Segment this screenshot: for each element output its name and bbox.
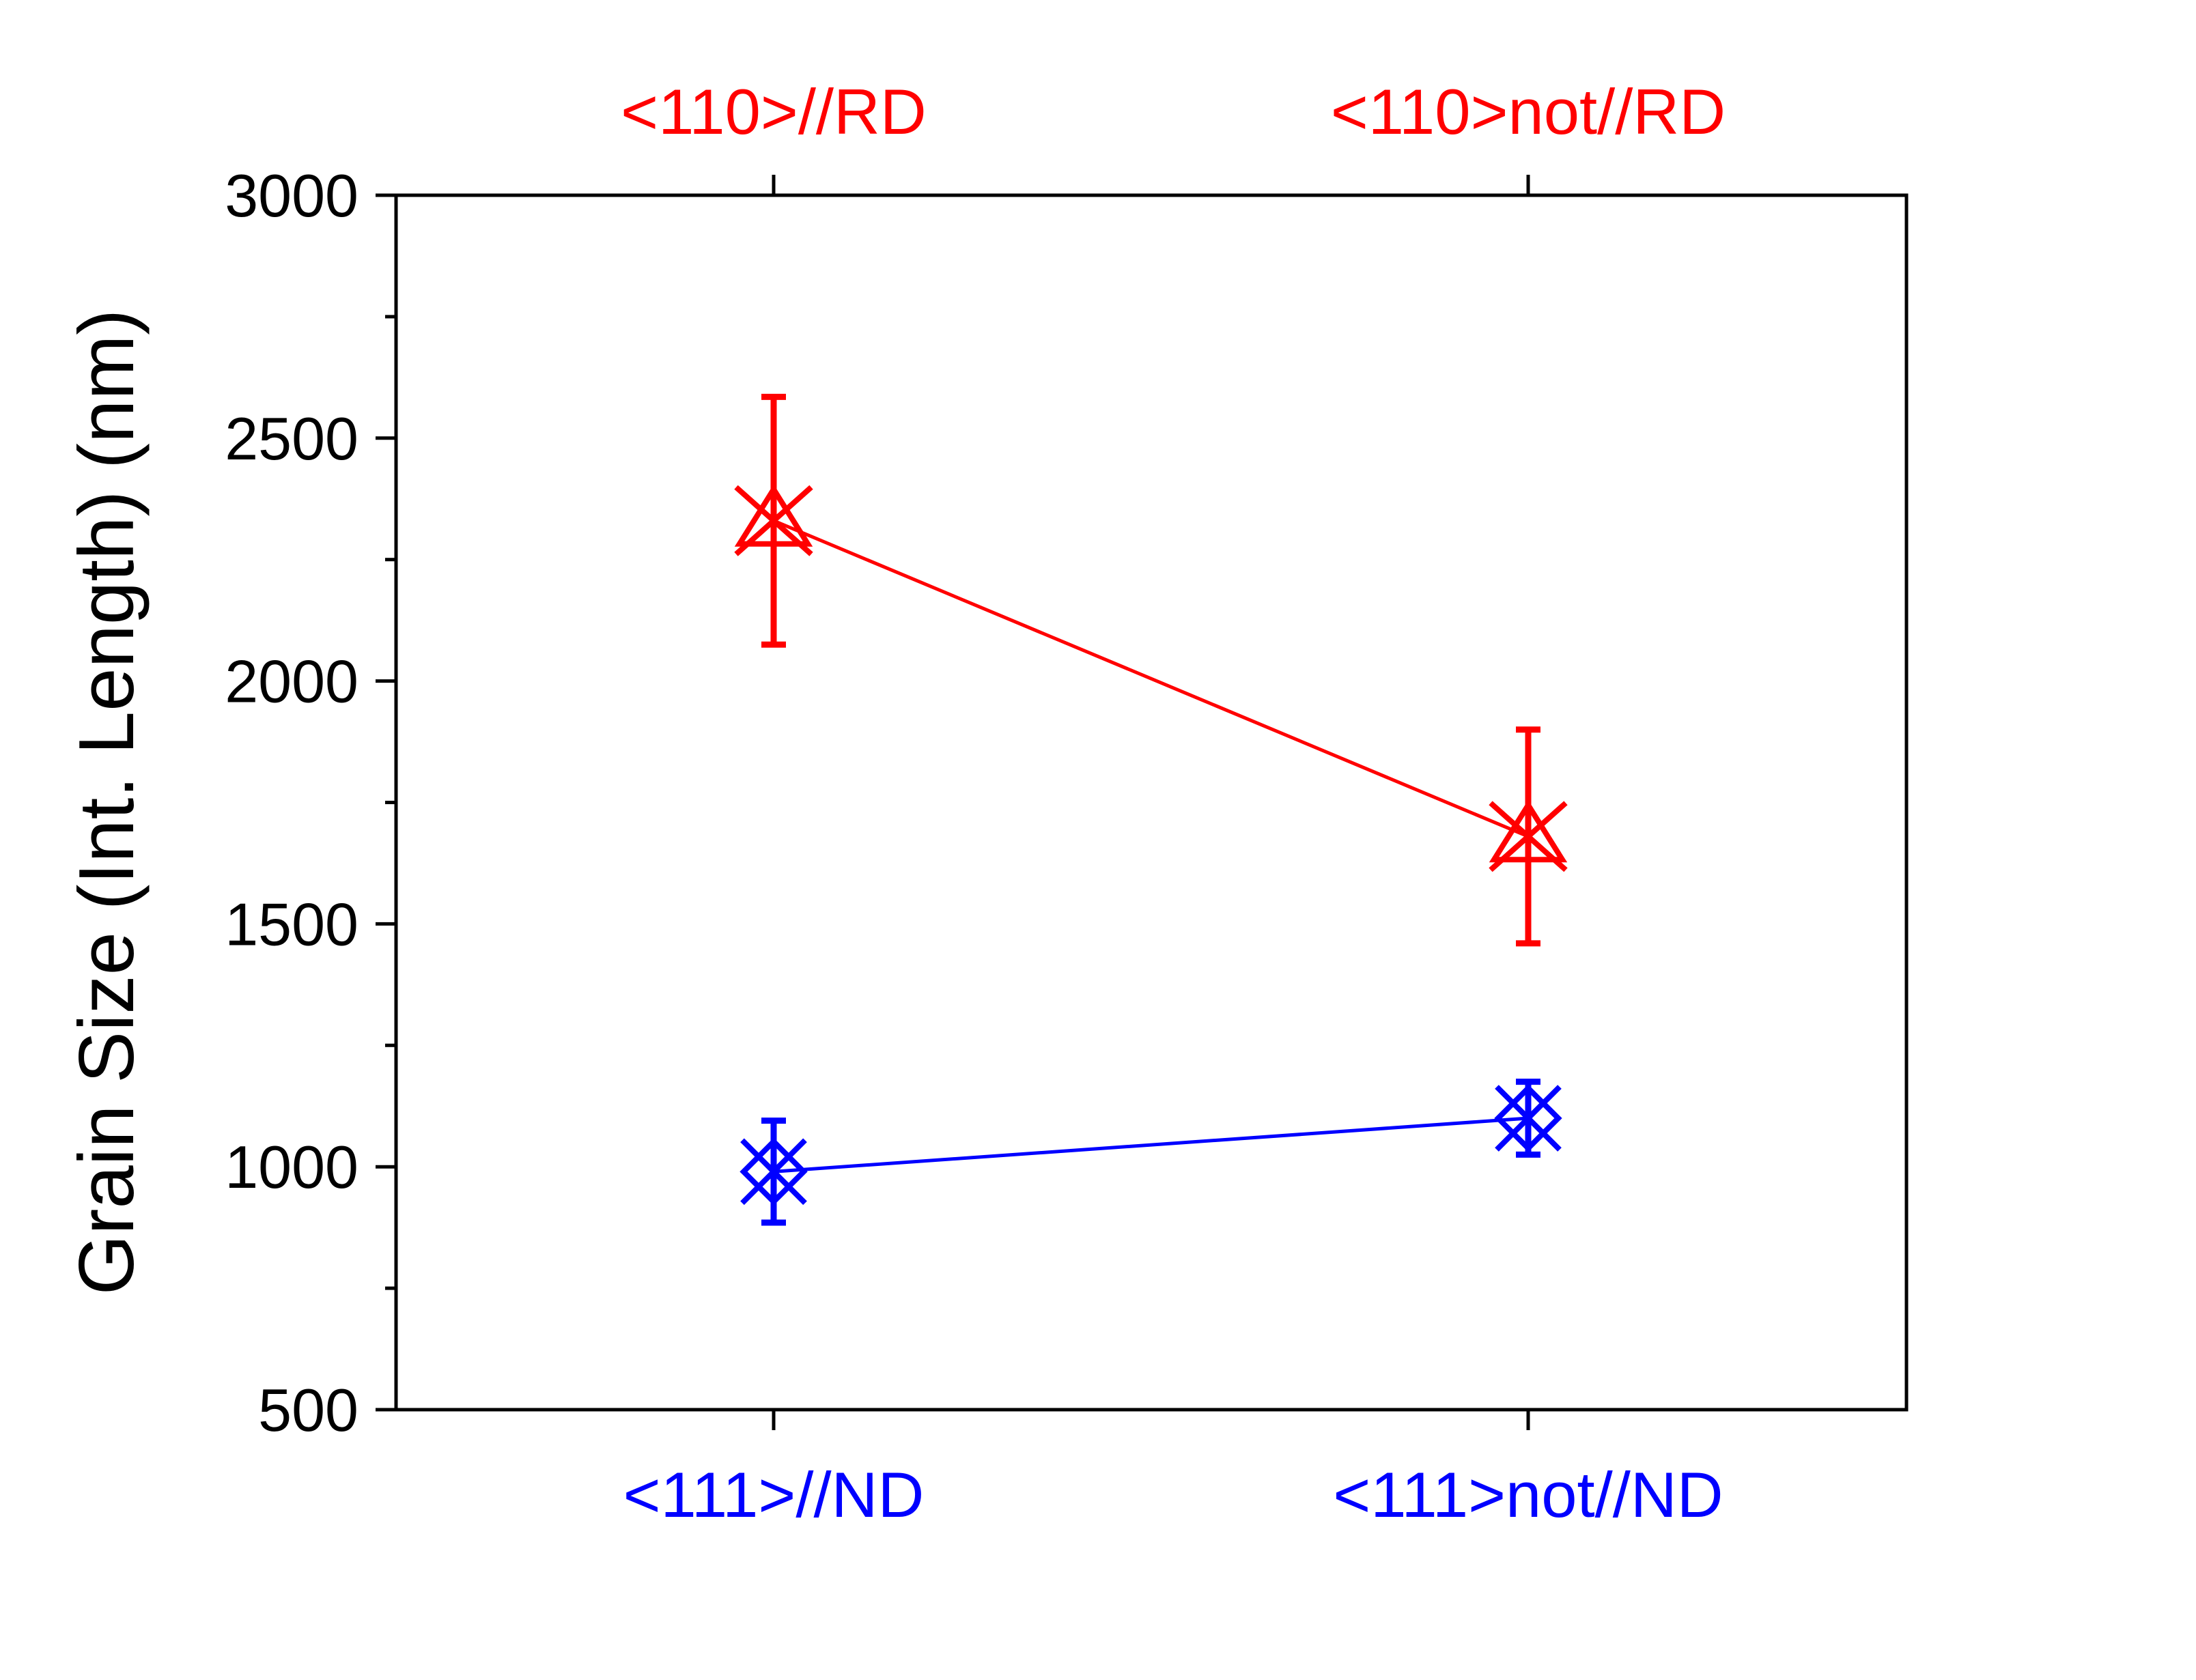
y-tick-label: 1000 bbox=[225, 1133, 358, 1201]
data-marker-cross bbox=[1489, 801, 1568, 872]
top-category-label: <110>//RD bbox=[621, 76, 927, 147]
y-tick-label: 2500 bbox=[225, 405, 358, 472]
data-marker bbox=[740, 1137, 808, 1206]
y-tick-label: 1500 bbox=[225, 890, 358, 958]
data-marker-cross bbox=[734, 485, 813, 556]
y-axis: 500 1000 1500 2000 2500 3000 bbox=[225, 162, 396, 1444]
y-tick-label: 500 bbox=[258, 1376, 358, 1444]
data-marker-cross bbox=[1495, 1085, 1562, 1152]
bottom-category-label: <111>//ND bbox=[623, 1459, 925, 1530]
bottom-category-label: <111>not//ND bbox=[1333, 1459, 1723, 1530]
top-category-label: <110>not//RD bbox=[1331, 76, 1726, 147]
data-marker-cross bbox=[740, 1138, 807, 1206]
y-tick-label: 2000 bbox=[225, 648, 358, 715]
series-line bbox=[773, 1116, 1529, 1173]
category-axes: <110>//RD <110>not//RD <111>//ND <111>not//… bbox=[621, 76, 1726, 1530]
y-tick-label: 3000 bbox=[225, 162, 358, 229]
plot-frame bbox=[394, 193, 1909, 1412]
data-marker bbox=[734, 484, 813, 547]
plot-series bbox=[734, 393, 1568, 1226]
series-line bbox=[773, 519, 1529, 838]
y-axis-title: Grain Size (Int. Length) (nm) bbox=[64, 309, 150, 1296]
data-marker bbox=[1489, 799, 1568, 863]
data-marker bbox=[1494, 1084, 1562, 1152]
